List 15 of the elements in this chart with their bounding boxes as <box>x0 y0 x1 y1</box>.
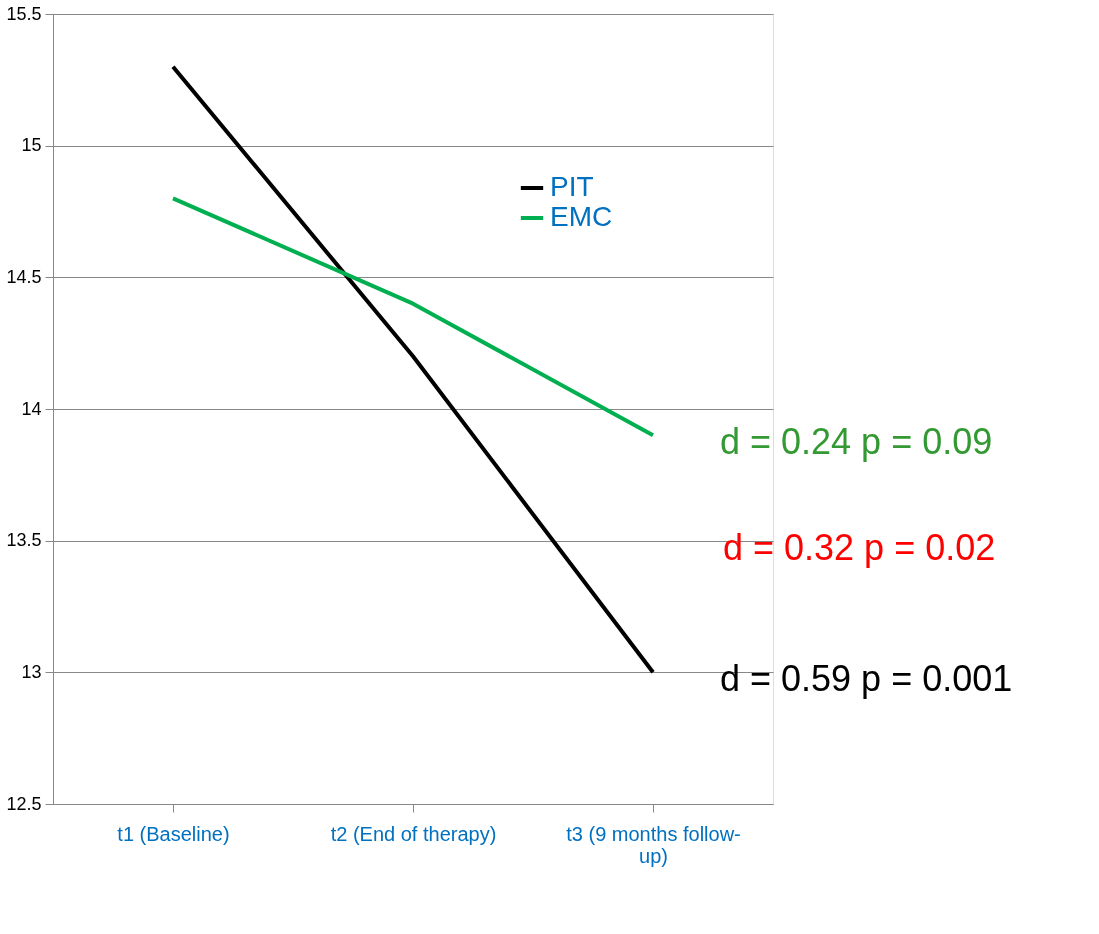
y-tick-label: 15.5 <box>6 3 42 24</box>
annotation: d = 0.59 p = 0.001 <box>720 658 1013 700</box>
x-tick-label: t2 (End of therapy) <box>330 822 497 845</box>
y-tick-label: 15 <box>21 135 42 156</box>
legend-label: PIT <box>550 171 594 202</box>
annotation: d = 0.32 p = 0.02 <box>723 526 996 568</box>
x-tick-label: t1 (Baseline) <box>117 822 230 845</box>
x-tick-label: t3 (9 months follow-up) <box>566 822 741 867</box>
y-tick-label: 13 <box>21 661 42 682</box>
y-tick-label: 12.5 <box>6 793 42 814</box>
legend-label: EMC <box>550 201 613 232</box>
annotation: d = 0.24 p = 0.09 <box>720 421 993 463</box>
y-tick-label: 14 <box>21 398 42 419</box>
y-tick-label: 13.5 <box>6 530 42 551</box>
y-tick-label: 14.5 <box>6 266 42 287</box>
